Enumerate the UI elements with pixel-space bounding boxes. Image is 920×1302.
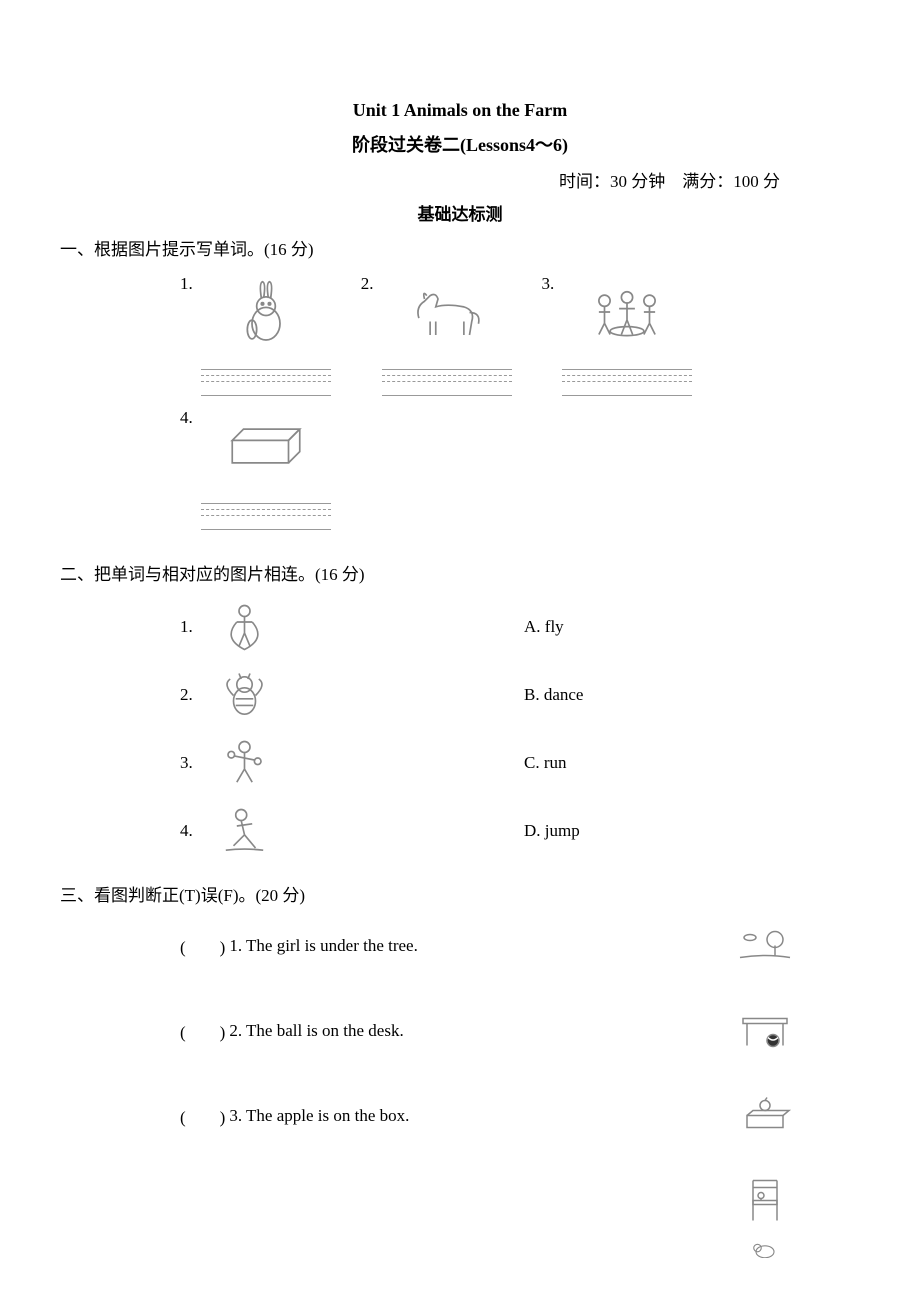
- section-2-title: 二、把单词与相对应的图片相连。(16 分): [60, 560, 860, 585]
- section-1-grid: 1. 2.: [180, 272, 860, 530]
- item-number: 2.: [180, 685, 204, 705]
- subtitle: 阶段过关卷二(Lessons4～6): [60, 131, 860, 157]
- statement-text: 3. The apple is on the box.: [229, 1106, 730, 1126]
- time-score-meta: 时间：30 分钟 满分：100 分: [60, 167, 860, 192]
- item-number: 1.: [180, 274, 193, 294]
- match-word: D. jump: [524, 821, 580, 841]
- dance-group-icon: [572, 272, 682, 352]
- section-1-title: 一、根据图片提示写单词。(16 分): [60, 235, 860, 260]
- q2-item: 3. C. run: [180, 733, 860, 793]
- item-number: 4.: [180, 821, 204, 841]
- section-3-list: ( ) 1. The girl is under the tree. ( ) 2…: [180, 918, 860, 1258]
- title-block: Unit 1 Animals on the Farm 阶段过关卷二(Lesson…: [60, 100, 860, 157]
- q1-item: 4.: [180, 406, 331, 530]
- section-header: 基础达标测: [60, 200, 860, 225]
- match-word: C. run: [524, 753, 567, 773]
- item-number: 4.: [180, 408, 193, 428]
- jump-rope-icon: [204, 597, 284, 657]
- answer-blank[interactable]: [382, 356, 512, 396]
- item-number: 1.: [180, 617, 204, 637]
- statement-text: 2. The ball is on the desk.: [229, 1021, 730, 1041]
- item-number: 3.: [542, 274, 555, 294]
- rabbit-icon: [211, 272, 321, 352]
- dancer-icon: [204, 733, 284, 793]
- q1-item: 3.: [542, 272, 693, 396]
- box-icon: [211, 406, 321, 486]
- q1-item: 2.: [361, 272, 512, 396]
- unit-title: Unit 1 Animals on the Farm: [60, 100, 860, 121]
- q2-item: 2. B. dance: [180, 665, 860, 725]
- q3-item: ( ) 1. The girl is under the tree.: [180, 918, 860, 973]
- partial-icon: [730, 1238, 800, 1258]
- q3-item-partial: [180, 1238, 860, 1258]
- tf-blank[interactable]: ( ): [180, 933, 225, 958]
- bee-icon: [204, 665, 284, 725]
- tree-icon: [730, 918, 800, 973]
- answer-blank[interactable]: [201, 490, 331, 530]
- desk-ball-icon: [730, 1003, 800, 1058]
- tf-blank[interactable]: ( ): [180, 1018, 225, 1043]
- runner-icon: [204, 801, 284, 861]
- match-word: A. fly: [524, 617, 564, 637]
- answer-blank[interactable]: [201, 356, 331, 396]
- q2-item: 1. A. fly: [180, 597, 860, 657]
- item-number: 2.: [361, 274, 374, 294]
- q2-item: 4. D. jump: [180, 801, 860, 861]
- horse-icon: [392, 272, 502, 352]
- q1-item: 1.: [180, 272, 331, 396]
- section-3-title: 三、看图判断正(T)误(F)。(20 分): [60, 881, 860, 906]
- apple-box-icon: [730, 1088, 800, 1143]
- section-2-list: 1. A. fly 2. B. dance 3.: [180, 597, 860, 861]
- chair-icon: [730, 1173, 800, 1228]
- tf-blank[interactable]: ( ): [180, 1103, 225, 1128]
- answer-blank[interactable]: [562, 356, 692, 396]
- statement-text: 1. The girl is under the tree.: [229, 936, 730, 956]
- q3-item: ( ) 3. The apple is on the box.: [180, 1088, 860, 1143]
- q3-item: ( ) 2. The ball is on the desk.: [180, 1003, 860, 1058]
- q3-item-partial: [180, 1173, 860, 1228]
- match-word: B. dance: [524, 685, 583, 705]
- item-number: 3.: [180, 753, 204, 773]
